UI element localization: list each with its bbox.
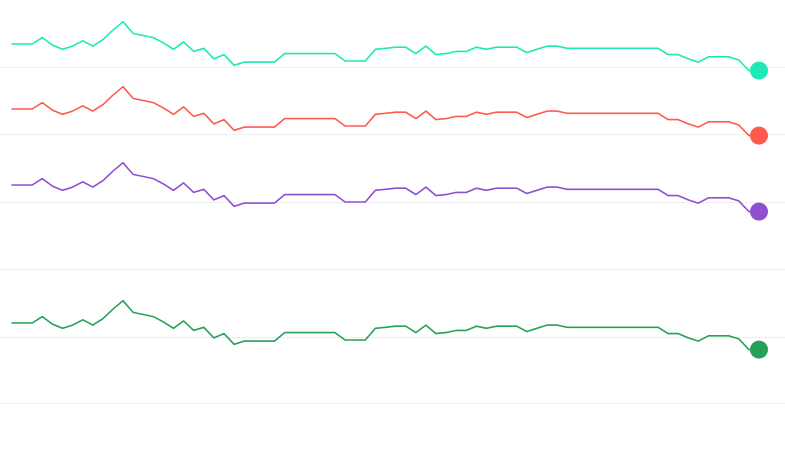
- series-2: [11, 85, 768, 145]
- series-3-end-marker[interactable]: [750, 202, 768, 221]
- series-3-line: [11, 161, 760, 213]
- series-1: [11, 20, 768, 80]
- series-layer: [11, 20, 768, 359]
- series-4-end-marker[interactable]: [750, 340, 768, 359]
- series-2-end-marker[interactable]: [750, 126, 768, 145]
- grid-lines: [0, 67, 785, 404]
- series-1-line: [11, 20, 760, 72]
- series-4: [11, 299, 768, 359]
- series-2-line: [11, 85, 760, 137]
- series-4-line: [11, 299, 760, 351]
- series-1-end-marker[interactable]: [750, 61, 768, 80]
- series-3: [11, 161, 768, 221]
